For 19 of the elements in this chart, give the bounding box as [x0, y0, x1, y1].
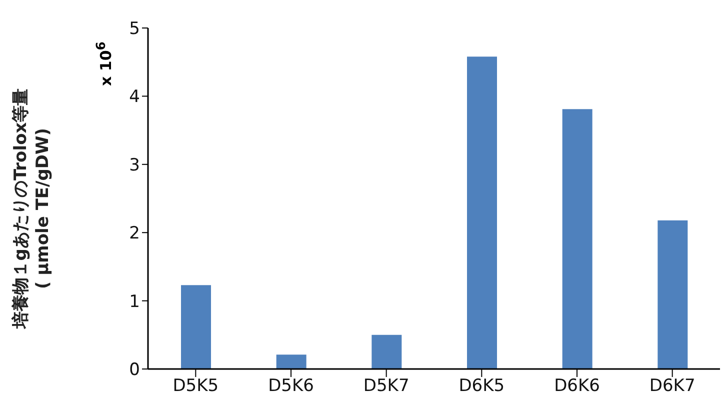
bar	[467, 56, 497, 369]
y-axis-title: 培養物１gあたりのTrolox等量 ( µmole TE/gDW)	[11, 88, 53, 330]
bar	[276, 354, 306, 369]
bar	[372, 334, 402, 369]
x-tick-label: D6K7	[649, 376, 696, 396]
y-tick-label: 2	[129, 224, 140, 244]
y-tick-label: 1	[129, 292, 140, 312]
bar	[562, 109, 592, 369]
x-tick-label: D6K5	[458, 376, 505, 396]
x-tick-label: D5K6	[268, 376, 314, 396]
y-tick-label: 5	[129, 19, 140, 40]
y-tick-label: 0	[129, 360, 140, 380]
y-tick-label: 3	[129, 155, 140, 176]
bar	[658, 220, 688, 369]
y-tick-label: 4	[129, 87, 140, 108]
bar	[181, 285, 211, 369]
x-tick-label: D5K7	[363, 376, 410, 396]
x-tick-label: D6K6	[554, 376, 600, 396]
x-tick-label: D5K5	[172, 376, 219, 396]
